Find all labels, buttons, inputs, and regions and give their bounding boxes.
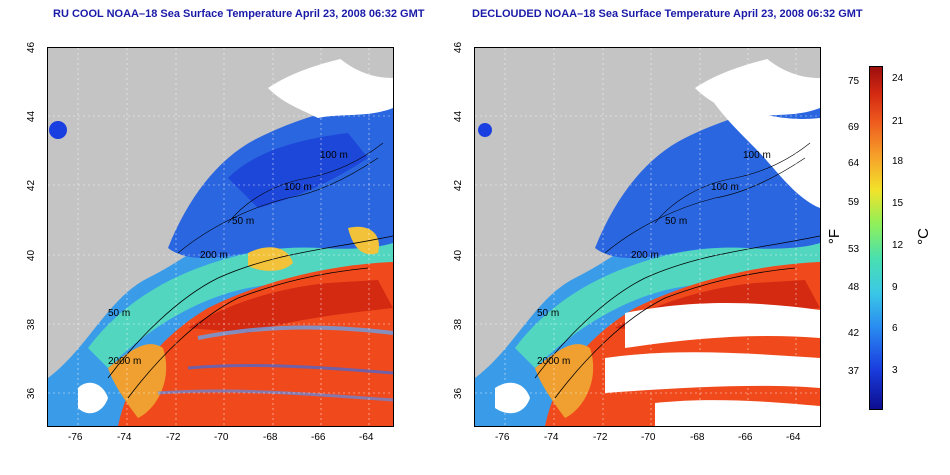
fahrenheit-tick: 75 [848, 76, 860, 87]
left-x-tick: -66 [311, 432, 326, 443]
celsius-tick: 12 [892, 240, 904, 251]
left-y-tick: 46 [26, 41, 38, 54]
right-map-title: DECLOUDED NOAA–18 Sea Surface Temperatur… [472, 8, 863, 20]
right-sst-image [475, 48, 820, 426]
celsius-tick: 3 [892, 365, 898, 376]
right-contour-label-200m: 200 m [631, 250, 659, 261]
left-sst-map: 100 m 100 m 50 m 200 m 50 m 2000 m [47, 47, 394, 427]
right-x-tick: -72 [593, 432, 608, 443]
right-y-tick: 38 [453, 318, 465, 331]
fahrenheit-tick: 59 [848, 197, 860, 208]
right-y-tick: 36 [453, 387, 465, 400]
celsius-tick: 9 [892, 282, 898, 293]
right-y-tick: 42 [453, 179, 465, 192]
left-sst-image [48, 48, 393, 426]
celsius-tick: 18 [892, 156, 904, 167]
left-contour-label-200m: 200 m [200, 250, 228, 261]
left-y-tick: 36 [26, 387, 38, 400]
fahrenheit-tick: 42 [848, 328, 860, 339]
right-y-tick: 44 [453, 110, 465, 123]
left-x-tick: -72 [166, 432, 181, 443]
right-contour-label-2000m: 2000 m [537, 356, 571, 367]
left-contour-label-50m-b: 50 m [108, 308, 131, 319]
right-contour-label-100m-a: 100 m [743, 150, 771, 161]
left-y-tick: 38 [26, 318, 38, 331]
right-x-tick: -76 [495, 432, 510, 443]
left-contour-label-2000m: 2000 m [108, 356, 142, 367]
left-y-tick: 40 [26, 249, 38, 262]
fahrenheit-unit-label: °F [826, 228, 844, 245]
fahrenheit-tick: 37 [848, 366, 860, 377]
right-x-tick: -74 [544, 432, 559, 443]
right-contour-label-100m-b: 100 m [711, 182, 739, 193]
celsius-tick: 6 [892, 323, 898, 334]
fahrenheit-tick: 48 [848, 282, 860, 293]
left-y-tick: 44 [26, 110, 38, 123]
colorbar-gradient [869, 66, 883, 410]
left-contour-label-100m-a: 100 m [320, 150, 348, 161]
right-y-tick: 46 [453, 41, 465, 54]
right-x-tick: -68 [690, 432, 705, 443]
left-x-tick: -64 [359, 432, 374, 443]
right-y-tick: 40 [453, 249, 465, 262]
right-contour-label-50m-b: 50 m [537, 308, 560, 319]
celsius-tick: 24 [892, 73, 904, 84]
right-x-tick: -64 [786, 432, 801, 443]
right-x-tick: -66 [738, 432, 753, 443]
fahrenheit-tick: 64 [848, 158, 860, 169]
right-x-tick: -70 [641, 432, 656, 443]
celsius-tick: 21 [892, 116, 904, 127]
left-x-tick: -70 [214, 432, 229, 443]
left-x-tick: -76 [68, 432, 83, 443]
left-contour-label-100m-b: 100 m [284, 182, 312, 193]
celsius-unit-label: °C [914, 228, 932, 245]
left-x-tick: -68 [263, 432, 278, 443]
left-contour-label-50m-a: 50 m [232, 216, 255, 227]
left-x-tick: -74 [117, 432, 132, 443]
fahrenheit-tick: 69 [848, 122, 860, 133]
left-map-title: RU COOL NOAA–18 Sea Surface Temperature … [53, 8, 425, 20]
left-y-tick: 42 [26, 179, 38, 192]
fahrenheit-tick: 53 [848, 244, 860, 255]
right-contour-label-50m-a: 50 m [665, 216, 688, 227]
right-sst-map: 100 m 100 m 50 m 200 m 50 m 2000 m [474, 47, 821, 427]
celsius-tick: 15 [892, 198, 904, 209]
